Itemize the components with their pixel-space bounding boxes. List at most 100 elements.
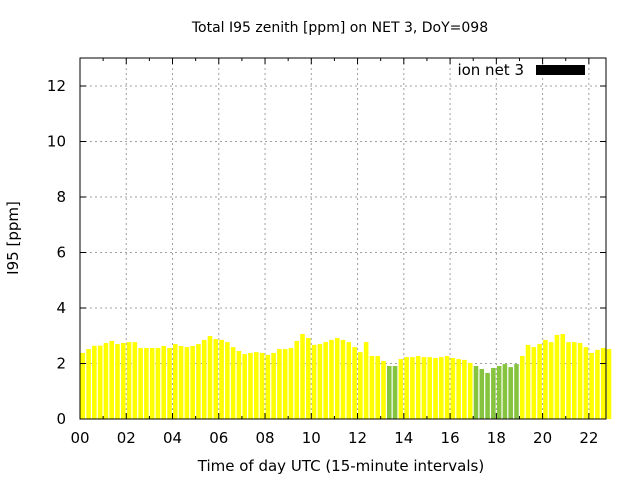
bar <box>467 362 473 419</box>
bar <box>439 357 444 419</box>
legend-swatch <box>536 65 585 75</box>
bar <box>173 344 178 419</box>
bar-flagged <box>508 367 513 419</box>
bar <box>190 346 195 419</box>
bar <box>248 352 253 419</box>
bar <box>109 341 114 419</box>
bars <box>80 334 612 419</box>
bar-flagged <box>496 366 502 419</box>
bar-flagged <box>514 364 519 419</box>
bar-flagged <box>491 367 496 419</box>
bar <box>398 359 404 419</box>
bar <box>600 347 606 419</box>
bar <box>404 357 409 419</box>
bar <box>120 342 126 419</box>
bar <box>196 344 201 419</box>
bar <box>161 346 167 419</box>
legend-label: ion net 3 <box>457 61 524 79</box>
bar <box>265 354 271 419</box>
bar <box>184 347 190 419</box>
y-axis-label: I95 [ppm] <box>4 201 22 275</box>
bar <box>253 352 259 419</box>
bar <box>294 341 300 419</box>
bar <box>577 342 583 419</box>
x-axis-label: Time of day UTC (15-minute intervals) <box>197 457 484 475</box>
bar <box>572 342 577 419</box>
bar <box>103 342 109 419</box>
bar <box>213 339 219 419</box>
bar <box>201 339 207 419</box>
bar <box>537 344 542 419</box>
bar <box>462 359 467 419</box>
bar <box>548 342 554 419</box>
bar <box>433 357 438 419</box>
x-tick-labels: 00 02 04 06 08 10 12 14 16 18 20 22 <box>70 429 598 447</box>
bar <box>375 356 380 419</box>
bar <box>92 345 97 419</box>
bar <box>329 339 334 419</box>
bar <box>149 347 155 419</box>
bar-flagged <box>473 366 479 419</box>
x-tick-label: 14 <box>394 429 413 447</box>
y-tick-label: 10 <box>47 133 66 151</box>
legend: ion net 3 <box>457 61 585 79</box>
bar <box>346 342 352 419</box>
bar <box>167 347 172 419</box>
bar <box>358 352 363 419</box>
y-tick-label: 4 <box>56 299 66 317</box>
x-tick-label: 00 <box>70 429 89 447</box>
bar <box>207 336 213 419</box>
bar <box>115 344 120 419</box>
bar-flagged <box>485 372 490 419</box>
x-tick-label: 08 <box>255 429 274 447</box>
bar-flagged <box>479 369 485 419</box>
bar <box>531 347 537 419</box>
plot-border <box>79 57 607 420</box>
bar <box>230 347 236 419</box>
bar <box>560 334 566 419</box>
bar <box>219 339 224 419</box>
bar <box>410 357 415 419</box>
bar <box>288 347 294 419</box>
x-tick-label: 16 <box>441 429 460 447</box>
bar <box>178 346 184 419</box>
y-tick-label: 0 <box>56 410 66 428</box>
bar-flagged <box>392 366 398 419</box>
x-tick-label: 18 <box>487 429 506 447</box>
bar <box>155 347 161 419</box>
bar <box>519 356 525 419</box>
bar <box>381 361 386 419</box>
chart-title: Total I95 zenith [ppm] on NET 3, DoY=098 <box>191 20 488 36</box>
bar <box>334 337 340 419</box>
bar <box>126 342 132 419</box>
bar-flagged <box>502 364 508 419</box>
bar <box>606 349 612 419</box>
bar <box>86 349 91 419</box>
bar <box>415 356 421 419</box>
bar <box>583 347 589 419</box>
bar <box>317 344 323 419</box>
bar <box>340 339 346 419</box>
x-tick-label: 22 <box>579 429 598 447</box>
bar <box>543 339 548 419</box>
bar <box>242 354 247 419</box>
bar <box>144 347 149 419</box>
x-tick-label: 12 <box>348 429 367 447</box>
bar <box>427 357 433 419</box>
bar <box>225 342 230 419</box>
bar <box>554 334 560 419</box>
bar <box>323 342 328 419</box>
bar <box>363 342 369 419</box>
bar <box>444 356 450 419</box>
bar <box>525 344 531 419</box>
grid <box>80 58 606 419</box>
x-tick-label: 02 <box>117 429 136 447</box>
ticks <box>79 58 606 420</box>
bar <box>311 344 317 419</box>
bar <box>259 352 265 419</box>
y-tick-label: 2 <box>56 355 66 373</box>
y-tick-label: 12 <box>47 77 66 95</box>
bar <box>352 347 357 419</box>
bar <box>589 352 594 419</box>
bar <box>282 349 288 419</box>
